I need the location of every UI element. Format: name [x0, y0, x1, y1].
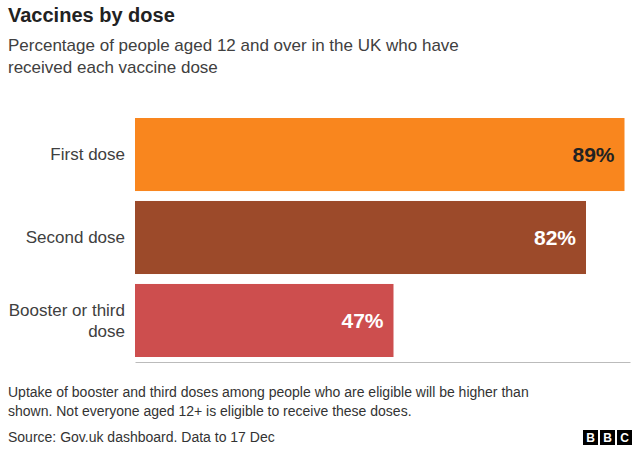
logo-letter: B: [603, 431, 612, 445]
data-label: 89%: [572, 143, 614, 166]
category-label: Booster or third dose: [9, 301, 125, 340]
bar: [135, 201, 586, 274]
data-labels: 89% 82% 47%: [341, 143, 614, 332]
chart: Vaccines by dose Percentage of people age…: [0, 0, 640, 450]
subtitle: Percentage of people aged 12 and over in…: [8, 36, 459, 55]
logo: BBC: [583, 430, 632, 445]
logo-box: [583, 430, 598, 445]
category-label: First dose: [50, 145, 125, 164]
logo-letter: B: [586, 431, 595, 445]
data-label: 82%: [534, 226, 576, 249]
bars: [135, 118, 625, 357]
category-labels: First dose Second dose Booster or third dos…: [9, 145, 125, 340]
title: Vaccines by dose: [8, 4, 175, 26]
axis-line: [136, 362, 631, 363]
note: shown. Not everyone aged 12+ is eligible…: [8, 403, 412, 419]
logo-box: [600, 430, 615, 445]
logo-letter: C: [620, 431, 629, 445]
category-label-line: dose: [88, 322, 125, 341]
bar: [135, 118, 625, 191]
x-axis: [136, 362, 631, 363]
subtitle: received each vaccine dose: [8, 58, 218, 77]
category-label-line: Booster or third: [9, 301, 125, 320]
category-label: Second dose: [26, 228, 125, 247]
logo-text: BBC: [586, 431, 629, 445]
data-label: 47%: [341, 309, 383, 332]
category-label-line: Second dose: [26, 228, 125, 247]
bar: [135, 284, 394, 357]
logo-box: [617, 430, 632, 445]
source: Source: Gov.uk dashboard. Data to 17 Dec: [8, 429, 275, 445]
category-label-line: First dose: [50, 145, 125, 164]
note: Uptake of booster and third doses among …: [8, 384, 529, 400]
